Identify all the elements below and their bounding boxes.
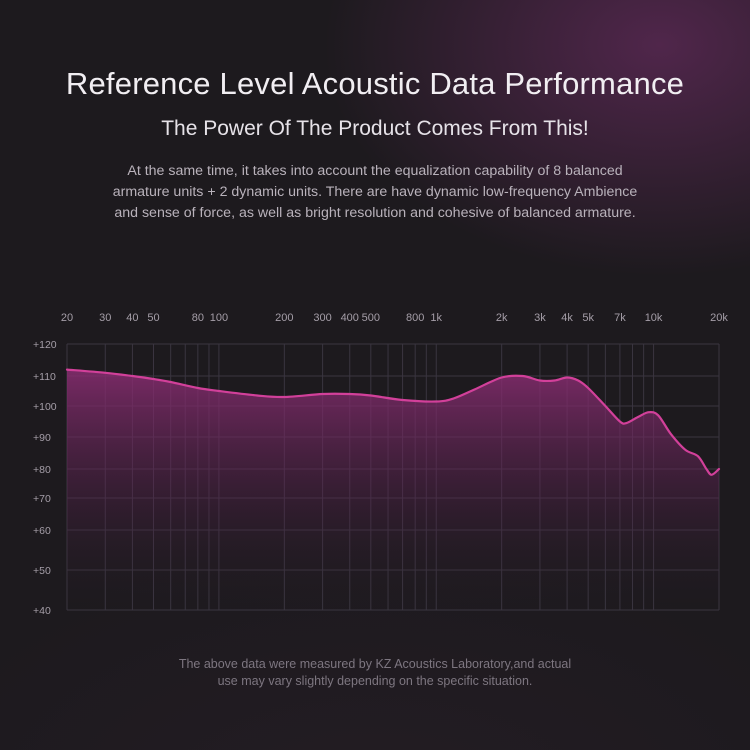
x-tick-label: 100 — [210, 312, 228, 324]
x-tick-label: 4k — [561, 312, 573, 324]
description-line: armature units + 2 dynamic units. There … — [112, 184, 638, 200]
y-tick-label: +50 — [33, 565, 51, 577]
description-line: and sense of force, as well as bright re… — [114, 205, 636, 221]
x-tick-label: 400 — [341, 312, 359, 324]
page-title: Reference Level Acoustic Data Performanc… — [65, 66, 685, 101]
footnote-line: use may vary slightly depending on the s… — [217, 674, 533, 688]
x-tick-label: 80 — [192, 312, 204, 324]
y-tick-label: +70 — [33, 493, 51, 505]
x-tick-label: 7k — [614, 312, 626, 324]
x-tick-label: 20 — [61, 312, 73, 324]
footnote: The above data were measured by KZ Acous… — [100, 656, 650, 690]
x-tick-label: 40 — [126, 312, 138, 324]
chart-area — [65, 368, 721, 610]
response-area-fill — [67, 369, 719, 610]
x-tick-label: 5k — [582, 312, 594, 324]
x-tick-label: 300 — [313, 312, 331, 324]
x-tick-label: 10k — [645, 312, 663, 324]
response-curve — [65, 368, 721, 476]
y-tick-label: +60 — [33, 525, 51, 537]
y-tick-label: +120 — [33, 339, 57, 351]
x-tick-label: 3k — [534, 312, 546, 324]
y-tick-label: +40 — [33, 605, 51, 617]
x-tick-label: 1k — [430, 312, 442, 324]
x-axis-ticks: 20 30 40 50 80 100 200 300 400 500 800 1k 2k 3k 4k 5k 7k… — [61, 312, 728, 324]
y-tick-label: +100 — [33, 401, 57, 413]
y-tick-label: +110 — [33, 371, 56, 383]
page-subtitle: The Power Of The Product Comes From This… — [161, 117, 589, 140]
x-tick-label: 500 — [362, 312, 380, 324]
y-tick-label: +90 — [33, 432, 51, 444]
x-tick-label: 50 — [147, 312, 159, 324]
y-tick-label: +80 — [33, 464, 51, 476]
x-tick-label: 2k — [496, 312, 508, 324]
x-tick-label: 800 — [406, 312, 424, 324]
x-tick-label: 200 — [275, 312, 293, 324]
y-axis-ticks: +120 +110 +100 +90 +80 +70 +60 +50 +40 — [33, 339, 57, 617]
footnote-line: The above data were measured by KZ Acous… — [178, 657, 572, 671]
x-tick-label: 20k — [710, 312, 728, 324]
description-line: At the same time, it takes into account … — [127, 163, 623, 179]
x-tick-label: 30 — [99, 312, 111, 324]
description: At the same time, it takes into account … — [40, 161, 710, 224]
